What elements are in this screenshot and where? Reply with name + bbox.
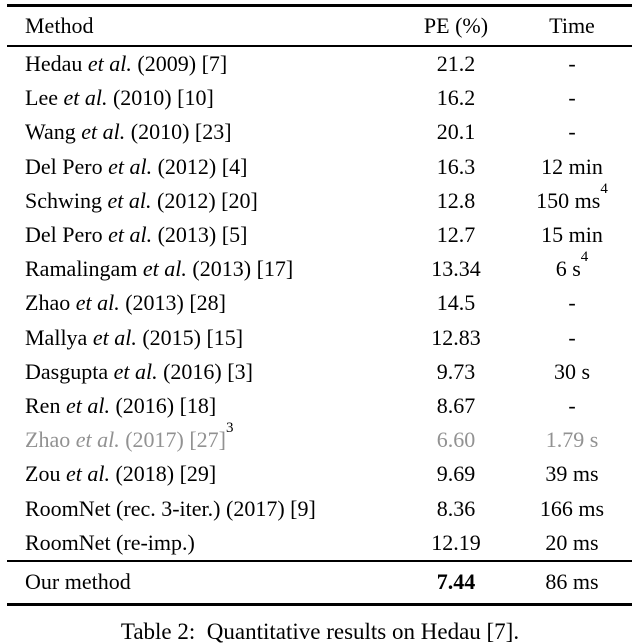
- method-cell: Mallya et al. (2015) [15]: [25, 324, 244, 350]
- pe-cell: 14.5: [436, 290, 476, 316]
- pe-cell: 9.73: [436, 358, 476, 384]
- time-cell: -: [568, 85, 576, 111]
- method-cell: Ramalingam et al. (2013) [17]: [25, 256, 294, 282]
- method-cell: Wang et al. (2010) [23]: [25, 119, 232, 145]
- time-cell: -: [568, 324, 576, 350]
- our-method-pe: 7.44: [436, 569, 476, 595]
- table-row: RoomNet (rec. 3-iter.) (2017) [9] 8.36 1…: [7, 491, 632, 525]
- table-row: RoomNet (re-imp.) 12.19 20 ms: [7, 526, 632, 560]
- column-header-time: Time: [549, 13, 595, 38]
- pe-cell: 12.7: [436, 222, 476, 248]
- table-caption: Table 2: Quantitative results on Hedau […: [120, 619, 520, 644]
- method-cell: Dasgupta et al. (2016) [3]: [25, 358, 253, 384]
- time-cell: 150 ms4: [536, 180, 608, 213]
- method-cell: Schwing et al. (2012) [20]: [25, 187, 258, 213]
- time-cell: -: [568, 119, 576, 145]
- time-cell: 166 ms: [539, 495, 605, 521]
- table-row: Ren et al. (2016) [18] 8.67 -: [7, 389, 632, 423]
- pe-cell: 20.1: [436, 119, 476, 145]
- time-cell: -: [568, 51, 576, 77]
- time-cell: 20 ms: [545, 529, 599, 555]
- header-rule: [7, 45, 632, 47]
- table-row: Mallya et al. (2015) [15] 12.83 -: [7, 321, 632, 355]
- time-cell: 30 s: [553, 358, 591, 384]
- method-cell: Ren et al. (2016) [18]: [25, 392, 217, 418]
- pe-cell: 12.19: [431, 529, 481, 555]
- time-cell: 12 min: [541, 153, 603, 179]
- method-cell: RoomNet (re-imp.): [25, 529, 195, 555]
- method-cell: Zhao et al. (2017) [27]3: [25, 419, 234, 453]
- pe-cell: 13.34: [431, 256, 481, 282]
- our-method-label: Our method: [25, 569, 131, 595]
- method-cell: Del Pero et al. (2013) [5]: [25, 222, 248, 248]
- column-header-method: Method: [25, 13, 94, 38]
- method-cell: Del Pero et al. (2012) [4]: [25, 153, 248, 179]
- pe-cell: 16.3: [436, 153, 476, 179]
- table-row: Wang et al. (2010) [23] 20.1 -: [7, 115, 632, 149]
- method-cell: RoomNet (rec. 3-iter.) (2017) [9]: [25, 495, 316, 521]
- time-cell: -: [568, 392, 576, 418]
- table-row: Schwing et al. (2012) [20] 12.8 150 ms4: [7, 180, 632, 218]
- table-row: Zhao et al. (2013) [28] 14.5 -: [7, 286, 632, 320]
- pe-cell: 6.60: [436, 427, 476, 453]
- pre-summary-rule: [7, 559, 632, 562]
- time-cell: 15 min: [541, 222, 603, 248]
- our-method-time: 86 ms: [545, 569, 599, 595]
- table-row: Lee et al. (2010) [10] 16.2 -: [7, 81, 632, 115]
- method-cell: Zhao et al. (2013) [28]: [25, 290, 227, 316]
- pe-cell: 21.2: [436, 51, 476, 77]
- pe-cell: 8.67: [436, 392, 476, 418]
- method-cell: Zou et al. (2018) [29]: [25, 461, 217, 487]
- time-cell: 6 s4: [555, 248, 589, 282]
- table-body: Hedau et al. (2009) [7] 21.2 - Lee et al…: [7, 47, 632, 560]
- pe-cell: 8.36: [436, 495, 476, 521]
- method-cell: Hedau et al. (2009) [7]: [25, 51, 228, 77]
- table-row: Zhao et al. (2017) [27]3 6.60 1.79 s: [7, 419, 632, 457]
- table-row: Ramalingam et al. (2013) [17] 13.34 6 s4: [7, 248, 632, 286]
- pe-cell: 12.83: [431, 324, 481, 350]
- our-method-row: Our method 7.44 86 ms: [7, 562, 632, 603]
- results-table: Method PE (%) Time Hedau et al. (2009) […: [7, 4, 632, 606]
- bottom-rule: [7, 602, 632, 606]
- table-header-row: Method PE (%) Time: [7, 7, 632, 45]
- pe-cell: 12.8: [436, 187, 476, 213]
- top-rule: [7, 4, 632, 7]
- table-row: Del Pero et al. (2012) [4] 16.3 12 min: [7, 150, 632, 184]
- time-cell: -: [568, 290, 576, 316]
- table-row: Dasgupta et al. (2016) [3] 9.73 30 s: [7, 355, 632, 389]
- time-cell: 1.79 s: [545, 427, 599, 453]
- column-header-pe: PE (%): [423, 13, 489, 38]
- pe-cell: 16.2: [436, 85, 476, 111]
- table-row: Zou et al. (2018) [29] 9.69 39 ms: [7, 457, 632, 491]
- pe-cell: 9.69: [436, 461, 476, 487]
- table-row: Hedau et al. (2009) [7] 21.2 -: [7, 47, 632, 81]
- time-cell: 39 ms: [545, 461, 599, 487]
- method-cell: Lee et al. (2010) [10]: [25, 85, 214, 111]
- table-row: Del Pero et al. (2013) [5] 12.7 15 min: [7, 218, 632, 252]
